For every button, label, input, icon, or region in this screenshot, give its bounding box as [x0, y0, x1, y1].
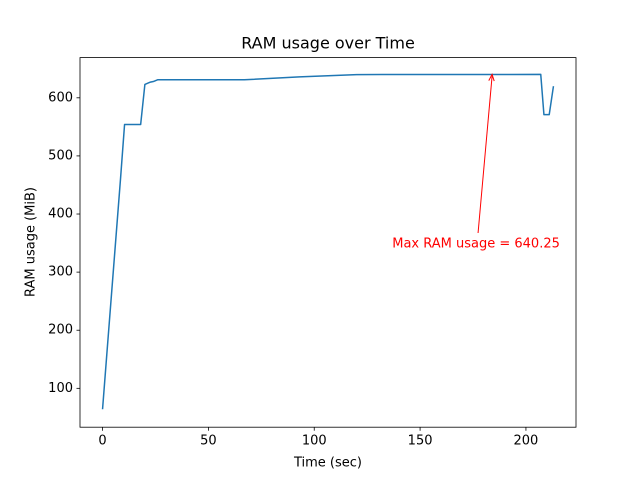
x-tick-label: 0 [98, 434, 106, 449]
chart-title: RAM usage over Time [241, 34, 415, 53]
y-tick-label: 400 [48, 207, 73, 222]
x-tick-label: 50 [200, 434, 217, 449]
y-tick-label: 600 [48, 90, 73, 105]
y-tick-label: 100 [48, 381, 73, 396]
y-axis-label: RAM usage (MiB) [24, 187, 39, 297]
y-tick-label: 200 [48, 323, 73, 338]
data-line [101, 73, 555, 410]
x-tick-label: 150 [408, 434, 433, 449]
plot-frame [79, 57, 577, 428]
annotation-arrow [477, 76, 493, 234]
annotation-text: Max RAM usage = 640.25 [392, 237, 560, 252]
y-tick-label: 300 [48, 265, 73, 280]
y-tick-label: 500 [48, 148, 73, 163]
annotation-arrowhead [488, 73, 495, 82]
x-tick-label: 100 [302, 434, 327, 449]
x-tick-label: 200 [514, 434, 539, 449]
x-axis-label: Time (sec) [293, 456, 362, 471]
